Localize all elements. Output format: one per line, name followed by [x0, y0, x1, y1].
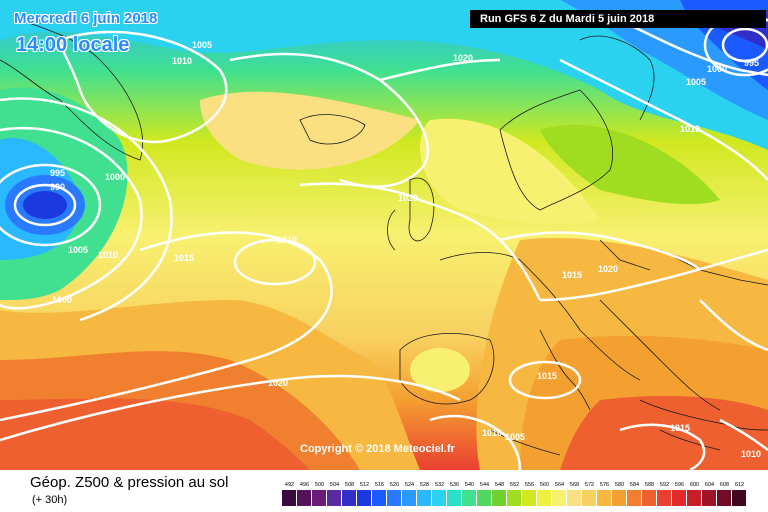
- scale-swatch: [447, 490, 461, 506]
- scale-swatch: [342, 490, 356, 506]
- isobar-label: 1010: [98, 250, 118, 260]
- scale-tick-label: 600: [690, 482, 699, 488]
- scale-swatch: [717, 490, 731, 506]
- isobar-label: 1010: [482, 428, 502, 438]
- isobar-label: 1010: [172, 56, 192, 66]
- isobar-label: 1010: [741, 449, 761, 459]
- scale-swatch: [552, 490, 566, 506]
- legend-title: Géop. Z500 & pression au sol: [30, 474, 229, 491]
- isobar-label: 1020: [268, 378, 288, 388]
- copyright-text: Copyright © 2018 Meteociel.fr: [300, 443, 455, 455]
- scale-swatch: [507, 490, 521, 506]
- scale-swatch: [282, 490, 296, 506]
- scale-swatch: [567, 490, 581, 506]
- scale-tick-label: 544: [480, 482, 489, 488]
- scale-swatch: [492, 490, 506, 506]
- scale-tick-label: 540: [465, 482, 474, 488]
- scale-swatch: [432, 490, 446, 506]
- scale-tick-label: 580: [615, 482, 624, 488]
- scale-swatch: [477, 490, 491, 506]
- isobar-label: 1015: [670, 423, 690, 433]
- scale-swatch: [462, 490, 476, 506]
- forecast-time: 14:00 locale: [16, 34, 130, 56]
- scale-tick-label: 524: [405, 482, 414, 488]
- weather-map: 1005 1010 995 990 1000 1005 1010 1015 10…: [0, 0, 768, 470]
- scale-swatch: [312, 490, 326, 506]
- scale-swatch: [522, 490, 536, 506]
- scale-tick-label: 500: [315, 482, 324, 488]
- scale-tick-label: 608: [720, 482, 729, 488]
- scale-tick-label: 556: [525, 482, 534, 488]
- scale-tick-label: 592: [660, 482, 669, 488]
- scale-tick-label: 604: [705, 482, 714, 488]
- scale-swatch: [402, 490, 416, 506]
- scale-swatch: [357, 490, 371, 506]
- scale-tick-label: 548: [495, 482, 504, 488]
- isobar-label: 1020: [598, 264, 618, 274]
- scale-tick-label: 596: [675, 482, 684, 488]
- scale-swatch: [732, 490, 746, 506]
- scale-swatch: [702, 490, 716, 506]
- scale-swatch: [627, 490, 641, 506]
- scale-tick-label: 568: [570, 482, 579, 488]
- isobar-label: 1015: [174, 253, 194, 263]
- isobar-label: 1020: [453, 53, 473, 63]
- legend-subtitle: (+ 30h): [32, 494, 68, 506]
- isobars: [0, 13, 768, 470]
- scale-tick-label: 552: [510, 482, 519, 488]
- scale-tick-label: 536: [450, 482, 459, 488]
- scale-swatch: [327, 490, 341, 506]
- isobar-label: 1015: [537, 371, 557, 381]
- isobar-label: 1015: [562, 270, 582, 280]
- color-scale: 492 496 500 504 508 512 516 520 524 528 532 536 540 5…: [282, 482, 746, 506]
- isobar-label: 995: [50, 168, 65, 178]
- scale-tick-label: 516: [375, 482, 384, 488]
- isobar-label: 1000: [52, 295, 72, 305]
- isobar-label: 1005: [505, 432, 525, 442]
- isobar-label: 1005: [192, 40, 212, 50]
- scale-swatch: [597, 490, 611, 506]
- scale-tick-label: 560: [540, 482, 549, 488]
- scale-swatch: [417, 490, 431, 506]
- scale-tick-label: 512: [360, 482, 369, 488]
- scale-tick-label: 532: [435, 482, 444, 488]
- scale-swatch: [537, 490, 551, 506]
- scale-tick-label: 508: [345, 482, 354, 488]
- isobar-label: 1020: [398, 193, 418, 203]
- scale-tick-label: 572: [585, 482, 594, 488]
- scale-swatch: [612, 490, 626, 506]
- scale-tick-label: 496: [300, 482, 309, 488]
- scale-swatch: [687, 490, 701, 506]
- scale-tick-label: 612: [735, 482, 744, 488]
- scale-tick-label: 492: [285, 482, 294, 488]
- scale-tick-label: 520: [390, 482, 399, 488]
- coastlines: [0, 19, 768, 456]
- isobar-label: 1010: [277, 235, 297, 245]
- scale-tick-label: 564: [555, 482, 564, 488]
- scale-swatch: [372, 490, 386, 506]
- scale-tick-label: 528: [420, 482, 429, 488]
- scale-tick-label: 504: [330, 482, 339, 488]
- scale-swatch: [672, 490, 686, 506]
- isobar-label: 1000: [707, 64, 727, 74]
- scale-swatch: [387, 490, 401, 506]
- scale-tick-label: 588: [645, 482, 654, 488]
- scale-swatch: [582, 490, 596, 506]
- isobar-label: 1005: [686, 77, 706, 87]
- scale-tick-label: 584: [630, 482, 639, 488]
- isobar-label: 990: [50, 182, 65, 192]
- isobar-label: 1000: [105, 172, 125, 182]
- scale-swatch: [657, 490, 671, 506]
- isobar-label: 1005: [68, 245, 88, 255]
- model-run-label: Run GFS 6 Z du Mardi 5 juin 2018: [470, 10, 766, 28]
- scale-swatch: [642, 490, 656, 506]
- scale-swatch: [297, 490, 311, 506]
- isobar-label: 1010: [680, 124, 700, 134]
- forecast-date: Mercredi 6 juin 2018: [14, 10, 158, 27]
- scale-tick-label: 576: [600, 482, 609, 488]
- pressure-labels: 1005 1010 995 990 1000 1005 1010 1015 10…: [50, 40, 761, 459]
- isobar-label: 995: [744, 58, 759, 68]
